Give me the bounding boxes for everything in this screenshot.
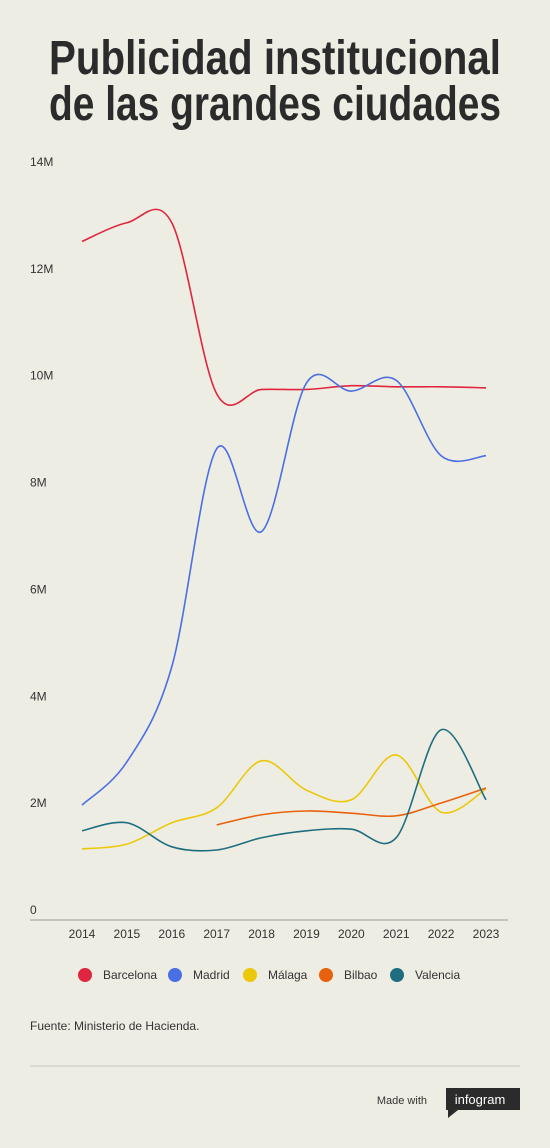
legend-swatch <box>390 968 404 982</box>
series-line <box>81 754 487 850</box>
x-tick-label: 2017 <box>203 927 230 941</box>
series-line <box>81 373 487 806</box>
x-tick-label: 2014 <box>69 927 96 941</box>
x-tick-label: 2020 <box>338 927 365 941</box>
y-tick-label: 12M <box>30 262 53 276</box>
chart-title: Publicidad institucional <box>49 32 501 85</box>
x-tick-label: 2019 <box>293 927 320 941</box>
legend-swatch <box>243 968 257 982</box>
y-tick-label: 8M <box>30 476 47 490</box>
legend-label: Bilbao <box>344 968 378 982</box>
x-tick-label: 2015 <box>114 927 141 941</box>
y-tick-label: 4M <box>30 689 47 703</box>
y-tick-label: 14M <box>30 155 53 169</box>
brand-badge <box>446 1088 520 1118</box>
y-tick-label: 6M <box>30 582 47 596</box>
credit: Made with <box>377 1095 427 1107</box>
series-line <box>81 728 487 852</box>
legend-swatch <box>78 968 92 982</box>
legend-swatch <box>168 968 182 982</box>
x-tick-label: 2016 <box>158 927 185 941</box>
x-tick-label: 2021 <box>383 927 410 941</box>
legend-label: Málaga <box>268 968 308 982</box>
legend-label: Valencia <box>415 968 460 982</box>
y-tick-label: 10M <box>30 369 53 383</box>
series-line <box>81 208 487 406</box>
source-note: Fuente: Ministerio de Hacienda. <box>30 1019 199 1033</box>
x-tick-label: 2018 <box>248 927 275 941</box>
x-tick-label: 2022 <box>428 927 455 941</box>
y-tick-label: 0 <box>30 903 37 917</box>
legend-label: Barcelona <box>103 968 157 982</box>
x-tick-label: 2023 <box>473 927 500 941</box>
legend-label: Madrid <box>193 968 230 982</box>
series-line <box>216 787 487 826</box>
legend-swatch <box>319 968 333 982</box>
brand: infogram <box>455 1092 506 1107</box>
chart-title: de las grandes ciudades <box>49 78 501 131</box>
y-tick-label: 2M <box>30 796 47 810</box>
